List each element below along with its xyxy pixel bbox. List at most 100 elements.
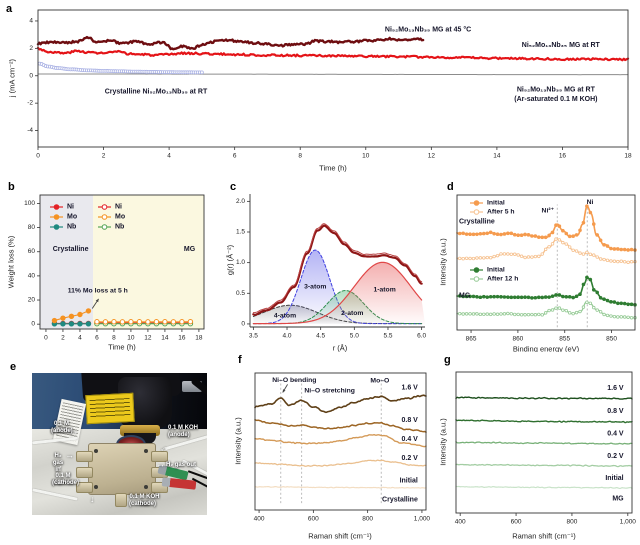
series-marker-3 [578, 309, 582, 314]
series-marker-2 [605, 298, 610, 303]
x-axis-title: Raman shift (cm⁻¹) [512, 532, 576, 541]
annotation: 1.6 V [607, 385, 624, 392]
panel-letter-c: c [230, 181, 237, 193]
series-marker-3 [622, 315, 627, 319]
x-tick-label: 400 [254, 516, 265, 523]
series-marker-1 [461, 257, 465, 261]
series-marker-2 [85, 308, 92, 314]
annotation-arrow-head [282, 389, 286, 393]
series-marker-3 [609, 314, 613, 318]
arrow-down-icon: ↓ [90, 494, 95, 504]
series-marker-1 [605, 258, 610, 263]
series-marker-1 [588, 252, 593, 257]
series-marker-2 [77, 311, 83, 318]
series-marker-2 [492, 294, 496, 299]
series-line-4 [252, 224, 423, 316]
series-marker-2 [622, 301, 627, 306]
series-line-1 [254, 459, 427, 467]
series-marker-2 [51, 317, 58, 324]
series-marker-3 [543, 311, 548, 315]
series-marker-2 [509, 295, 514, 300]
series-marker-3 [605, 313, 610, 318]
y-tick-label: 60 [28, 248, 36, 255]
series-marker-2 [602, 297, 606, 301]
series-marker-1 [574, 249, 579, 253]
annotation: Crystalline Ni₅₂Mo₁₃Nb₃₅ at RT [105, 89, 208, 96]
annotation: Ni [587, 199, 594, 206]
series-marker-0 [478, 231, 483, 236]
panel-letter-e: e [10, 361, 17, 373]
screw [94, 485, 98, 489]
series-marker-1 [540, 252, 544, 256]
series-marker-2 [461, 294, 465, 299]
label-line: 0.1 M KOH out [129, 494, 160, 508]
label-line: 0.1 M KOH in [51, 421, 72, 435]
series-marker-0 [567, 234, 572, 239]
series-marker-3 [581, 305, 586, 309]
x-tick-label: 14 [161, 335, 169, 342]
annotation: 2-atom [341, 310, 363, 317]
series-marker-1 [464, 256, 469, 260]
annotation: (Ar-saturated 0.1 M KOH) [514, 96, 597, 103]
legend-label: Ni [115, 204, 122, 211]
label-line: (anode) [168, 432, 190, 439]
series-marker-3 [516, 312, 520, 317]
annotation: MG [459, 293, 471, 300]
series-marker-1 [85, 321, 92, 327]
chart-panel-a: 0 2 4 6 8 10 12 14 16 18 -4 -2 0 2 4 Time (h) j (mA cm⁻²… [8, 9, 632, 173]
series-marker-1 [68, 321, 75, 327]
series-marker-0 [588, 210, 593, 215]
series-marker-5 [128, 319, 134, 325]
series-marker-1 [530, 255, 534, 259]
series-marker-3 [619, 315, 623, 319]
series-marker-1 [199, 70, 204, 75]
legend-marker [473, 209, 480, 215]
x-tick-label: 1,000 [620, 519, 637, 526]
series-marker-0 [516, 233, 520, 238]
series-marker-0 [471, 232, 476, 237]
series-marker-1 [523, 255, 527, 260]
y-tick-label: -4 [27, 127, 33, 134]
series-marker-0 [585, 204, 589, 208]
series-marker-5 [153, 319, 160, 325]
label-koh-out-anode: 0.1 M KOH out (anode) [138, 425, 198, 438]
x-axis-title: Time (h) [319, 164, 347, 173]
series-marker-5 [94, 319, 100, 325]
series-marker-1 [77, 321, 83, 327]
annotation: 1.6 V [401, 384, 418, 391]
x-tick-label: 16 [559, 153, 567, 160]
series-marker-1 [578, 251, 582, 255]
annotation-arrow-head [95, 298, 99, 303]
region [40, 195, 94, 329]
screw [144, 449, 148, 453]
region [93, 195, 204, 329]
series-marker-0 [482, 231, 486, 236]
legend-label: Initial [487, 267, 505, 274]
series-fill-1 [253, 250, 425, 324]
screw [94, 449, 98, 453]
y-tick-label: 0.5 [236, 290, 245, 297]
label-line: 0.1 M KOH in [52, 473, 74, 487]
series-marker-2 [471, 294, 476, 299]
chart-panel-g: 400 600 800 1,000 Raman shift (cm⁻¹) Intensit… [439, 371, 637, 541]
legend-marker [53, 204, 60, 210]
annotation: Ni–O bending [272, 377, 316, 384]
series-marker-2 [588, 277, 593, 282]
y-tick-label: 0 [29, 72, 33, 79]
series-marker-1 [609, 259, 613, 263]
series-marker-1 [622, 260, 627, 264]
series-marker-1 [513, 252, 517, 256]
series-marker-2 [629, 302, 634, 307]
x-tick-label: 2 [61, 335, 65, 342]
panel-letter-g: g [444, 354, 451, 366]
series-marker-1 [619, 259, 623, 263]
legend-marker [101, 224, 108, 230]
series-marker-1 [502, 252, 507, 256]
arrow-right-icon: → [69, 425, 80, 437]
y-axis-title: Intensity (a.u.) [439, 238, 448, 286]
series-marker-3 [568, 311, 572, 315]
series-marker-1 [581, 252, 586, 256]
series-marker-1 [458, 256, 462, 261]
legend-marker [473, 200, 480, 206]
